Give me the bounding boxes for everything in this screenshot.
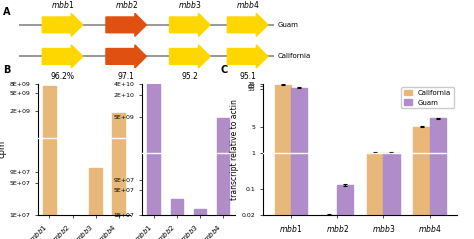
Bar <box>413 127 429 215</box>
Bar <box>383 153 400 215</box>
Text: 95.1: 95.1 <box>239 72 256 81</box>
Legend: California, Guam: California, Guam <box>401 87 454 108</box>
Text: B: B <box>3 65 10 75</box>
Bar <box>112 113 125 215</box>
Y-axis label: transcript relative to actin: transcript relative to actin <box>230 99 239 200</box>
Y-axis label: cpm: cpm <box>0 140 7 158</box>
Bar <box>89 168 102 215</box>
FancyArrow shape <box>170 45 210 68</box>
FancyArrow shape <box>228 45 268 68</box>
FancyArrow shape <box>106 13 146 36</box>
FancyArrow shape <box>42 13 83 36</box>
Bar <box>429 119 446 215</box>
Text: California: California <box>278 53 311 60</box>
Bar <box>217 118 229 215</box>
FancyArrow shape <box>42 45 83 68</box>
Text: 96.2%: 96.2% <box>51 72 74 81</box>
Text: $\it{mbb4}$: $\it{mbb4}$ <box>236 0 259 10</box>
FancyArrow shape <box>106 45 146 68</box>
Bar <box>43 86 56 215</box>
Bar <box>274 85 291 215</box>
Text: $\it{mbb1}$: $\it{mbb1}$ <box>51 0 74 10</box>
Text: Guam: Guam <box>278 22 299 28</box>
FancyArrow shape <box>228 13 268 36</box>
Text: $\it{mbb2}$: $\it{mbb2}$ <box>115 0 138 10</box>
Bar <box>367 153 383 215</box>
Text: C: C <box>220 65 228 75</box>
Bar <box>193 209 206 215</box>
Text: 97.1: 97.1 <box>118 72 135 81</box>
Text: 95.2: 95.2 <box>182 72 198 81</box>
Bar <box>171 199 183 215</box>
Text: A: A <box>3 7 11 17</box>
Bar <box>337 185 353 215</box>
FancyArrow shape <box>170 13 210 36</box>
Text: $\it{mbb3}$: $\it{mbb3}$ <box>178 0 201 10</box>
Bar <box>291 88 307 215</box>
Bar <box>147 84 160 215</box>
